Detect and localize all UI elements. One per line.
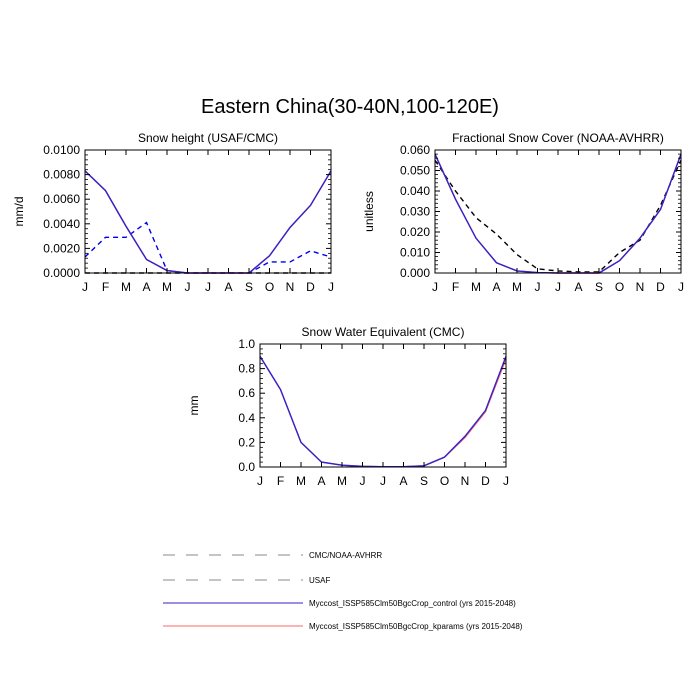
legend-label: Myccost_ISSP585Clm50BgcCrop_control (yrs…	[309, 599, 516, 608]
y-tick-label: 0.0100	[43, 143, 80, 157]
x-tick-label: N	[461, 474, 470, 488]
x-tick-label: M	[471, 280, 481, 294]
panel-snow-water-equivalent: Snow Water Equivalent (CMC) mm 0.0 0.2 0.4 0.…	[187, 325, 509, 488]
x-tick-label: A	[142, 280, 150, 294]
y-tick-label: 0.000	[400, 266, 430, 280]
series-line	[434, 159, 682, 273]
y-tick-label: 0.6	[238, 386, 255, 400]
x-tick-label: A	[224, 280, 232, 294]
y-tick-label: 1.0	[238, 337, 255, 351]
y-tick-label: 0.4	[238, 411, 255, 425]
y-tick-label: 0.0000	[43, 266, 80, 280]
panel-title: Fractional Snow Cover (NOAA-AVHRR)	[452, 131, 664, 145]
panel-fractional-snow-cover: Fractional Snow Cover (NOAA-AVHRR) unitle…	[362, 131, 684, 294]
x-tick-label: F	[102, 280, 109, 294]
x-tick-label: N	[286, 280, 295, 294]
y-tick-label: 0.0060	[43, 192, 80, 206]
x-tick-label: J	[555, 280, 561, 294]
plot-frame	[84, 149, 332, 274]
panel-title: Snow Water Equivalent (CMC)	[302, 325, 465, 339]
series-line	[259, 355, 507, 468]
x-tick-label: J	[432, 280, 438, 294]
x-tick-label: O	[265, 280, 274, 294]
x-tick-label: J	[257, 474, 263, 488]
panel-snow-height: Snow height (USAF/CMC) mm/d 0.0000 0.0020 0.…	[12, 131, 334, 294]
x-tick-label: M	[337, 474, 347, 488]
x-tick-label: M	[121, 280, 131, 294]
x-tick-label: J	[535, 280, 541, 294]
x-tick-label: M	[512, 280, 522, 294]
x-tick-label: D	[481, 474, 490, 488]
series-line	[84, 221, 332, 274]
x-tick-label: A	[492, 280, 500, 294]
x-tick-label: S	[245, 280, 253, 294]
y-tick-label: 0.0080	[43, 168, 80, 182]
y-tick-label: 0.8	[238, 362, 255, 376]
x-tick-label: O	[440, 474, 449, 488]
x-tick-label: A	[399, 474, 407, 488]
x-tick-label: S	[595, 280, 603, 294]
panel-title: Snow height (USAF/CMC)	[138, 131, 278, 145]
y-tick-label: 0.040	[400, 184, 430, 198]
x-tick-label: M	[296, 474, 306, 488]
x-tick-label: S	[420, 474, 428, 488]
legend: CMC/NOAA-AVHRR USAF Myccost_ISSP585Clm50Bg…	[163, 551, 523, 631]
y-tick-label: 0.0	[238, 460, 255, 474]
x-tick-label: O	[615, 280, 624, 294]
y-axis-label: mm/d	[12, 197, 26, 227]
x-tick-label: D	[306, 280, 315, 294]
x-tick-label: J	[678, 280, 684, 294]
y-tick-label: 0.020	[400, 225, 430, 239]
x-tick-label: M	[162, 280, 172, 294]
y-axis-label: unitless	[362, 191, 376, 232]
y-tick-label: 0.060	[400, 143, 430, 157]
figure-title: Eastern China(30-40N,100-120E)	[201, 96, 499, 118]
y-tick-label: 0.0040	[43, 217, 80, 231]
series-line	[84, 170, 332, 274]
y-tick-label: 0.010	[400, 246, 430, 260]
plot-frame	[259, 343, 507, 468]
y-axis-label: mm	[187, 396, 201, 416]
y-tick-label: 0.050	[400, 164, 430, 178]
x-tick-label: J	[328, 280, 334, 294]
x-tick-label: D	[656, 280, 665, 294]
x-tick-label: N	[636, 280, 645, 294]
x-tick-label: F	[452, 280, 459, 294]
x-tick-label: A	[574, 280, 582, 294]
x-tick-label: J	[205, 280, 211, 294]
x-tick-label: J	[360, 474, 366, 488]
x-tick-label: J	[185, 280, 191, 294]
y-tick-label: 0.2	[238, 435, 255, 449]
series-line	[434, 153, 682, 274]
x-tick-label: F	[277, 474, 284, 488]
x-tick-label: A	[317, 474, 325, 488]
legend-label: USAF	[309, 576, 330, 585]
x-tick-label: J	[503, 474, 509, 488]
series-line	[84, 170, 332, 274]
series-line	[259, 355, 507, 468]
legend-label: CMC/NOAA-AVHRR	[309, 551, 382, 560]
series-line	[434, 153, 682, 274]
y-tick-label: 0.030	[400, 205, 430, 219]
x-tick-label: J	[380, 474, 386, 488]
x-tick-label: J	[82, 280, 88, 294]
y-tick-label: 0.0020	[43, 241, 80, 255]
legend-label: Myccost_ISSP585Clm50BgcCrop_kparams (yrs…	[309, 622, 523, 631]
